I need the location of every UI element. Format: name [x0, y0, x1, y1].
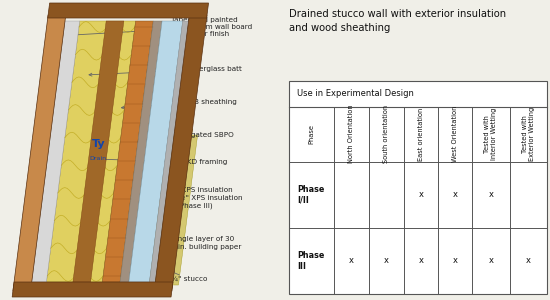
Text: Taped and painted
½" gypsum wall board
as interior finish: Taped and painted ½" gypsum wall board a… [59, 17, 252, 37]
Text: 1" XPS insulation
(1½" XPS insulation
in Phase III): 1" XPS insulation (1½" XPS insulation in… [151, 187, 242, 209]
Text: Drained stucco wall with exterior insulation
and wood sheathing: Drained stucco wall with exterior insula… [289, 9, 505, 33]
Polygon shape [150, 21, 189, 282]
Text: x: x [419, 190, 424, 200]
Text: Drain: Drain [89, 157, 106, 161]
Text: x: x [349, 256, 354, 266]
Text: East orientation: East orientation [418, 107, 424, 161]
Polygon shape [129, 21, 183, 282]
Polygon shape [48, 3, 208, 18]
Text: R-20 fiberglass batt: R-20 fiberglass batt [89, 66, 241, 76]
Polygon shape [13, 15, 66, 291]
Text: Phase
I/II: Phase I/II [298, 185, 325, 205]
Text: x: x [453, 256, 458, 266]
Text: Phase
III: Phase III [298, 251, 325, 271]
Polygon shape [129, 135, 197, 285]
Text: Phase: Phase [308, 124, 314, 144]
Text: Use in Experimental Design: Use in Experimental Design [296, 89, 414, 98]
Text: Ty: Ty [92, 139, 106, 149]
Text: South orientation: South orientation [383, 105, 389, 163]
Bar [289, 81, 547, 294]
Text: ¾" stucco: ¾" stucco [170, 271, 207, 282]
Text: West Orientation: West Orientation [452, 106, 458, 162]
Polygon shape [154, 15, 207, 291]
Text: x: x [453, 190, 458, 200]
Text: x: x [488, 190, 493, 200]
Polygon shape [32, 21, 80, 282]
Text: x: x [419, 256, 424, 266]
Text: x: x [488, 256, 493, 266]
Text: Corrugated SBPO: Corrugated SBPO [136, 132, 233, 142]
Polygon shape [46, 21, 136, 282]
Text: x: x [384, 256, 389, 266]
Polygon shape [120, 21, 162, 282]
Text: Tested with
Exterior Wetting: Tested with Exterior Wetting [522, 107, 535, 161]
Text: ½" OSB sheathing: ½" OSB sheathing [122, 99, 236, 109]
Polygon shape [12, 282, 173, 297]
Polygon shape [102, 21, 153, 282]
Text: Tested with
Interior Wetting: Tested with Interior Wetting [485, 108, 497, 160]
Text: x: x [526, 256, 531, 266]
Polygon shape [155, 129, 192, 282]
Polygon shape [73, 21, 124, 282]
Text: North Orientation: North Orientation [348, 105, 354, 164]
Text: Single layer of 30
min. building paper: Single layer of 30 min. building paper [160, 234, 241, 250]
Text: 2x6 KD framing: 2x6 KD framing [95, 158, 227, 165]
